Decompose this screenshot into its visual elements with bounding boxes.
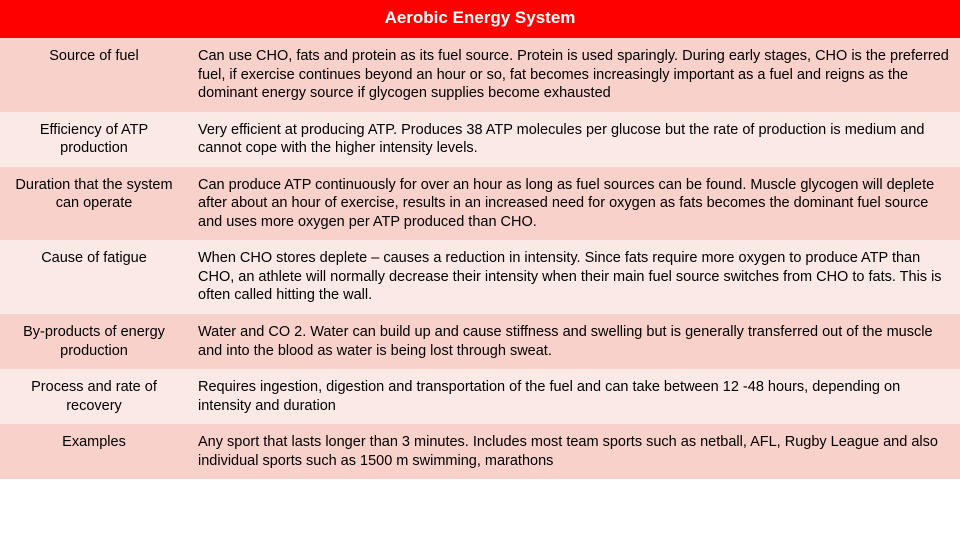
table-row: ExamplesAny sport that lasts longer than…	[0, 424, 960, 479]
row-description: Can produce ATP continuously for over an…	[190, 167, 960, 241]
page-root: Aerobic Energy System Source of fuelCan …	[0, 0, 960, 540]
table-row: Process and rate of recoveryRequires ing…	[0, 369, 960, 424]
table-row: By-products of energy productionWater an…	[0, 314, 960, 369]
row-description: Can use CHO, fats and protein as its fue…	[190, 38, 960, 112]
row-description: Requires ingestion, digestion and transp…	[190, 369, 960, 424]
row-label: Examples	[0, 424, 190, 479]
row-label: Duration that the system can operate	[0, 167, 190, 241]
row-description: When CHO stores deplete – causes a reduc…	[190, 240, 960, 314]
row-label: Cause of fatigue	[0, 240, 190, 314]
row-description: Very efficient at producing ATP. Produce…	[190, 112, 960, 167]
row-description: Water and CO 2. Water can build up and c…	[190, 314, 960, 369]
info-table: Source of fuelCan use CHO, fats and prot…	[0, 38, 960, 479]
row-label: By-products of energy production	[0, 314, 190, 369]
table-title: Aerobic Energy System	[0, 0, 960, 38]
table-row: Source of fuelCan use CHO, fats and prot…	[0, 38, 960, 112]
row-label: Source of fuel	[0, 38, 190, 112]
row-label: Efficiency of ATP production	[0, 112, 190, 167]
table-row: Efficiency of ATP productionVery efficie…	[0, 112, 960, 167]
row-label: Process and rate of recovery	[0, 369, 190, 424]
table-row: Duration that the system can operateCan …	[0, 167, 960, 241]
row-description: Any sport that lasts longer than 3 minut…	[190, 424, 960, 479]
table-row: Cause of fatigueWhen CHO stores deplete …	[0, 240, 960, 314]
